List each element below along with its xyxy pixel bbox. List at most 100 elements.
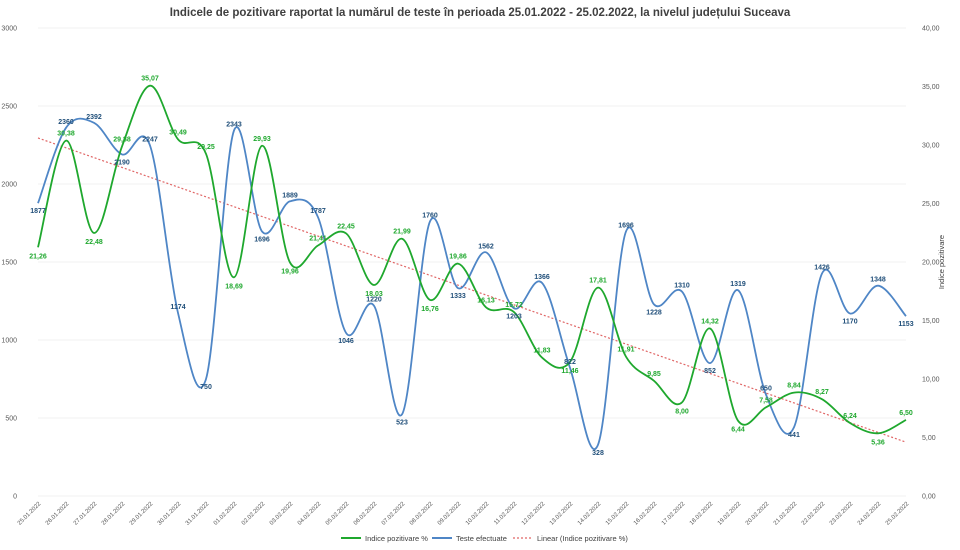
tests-line [37, 117, 907, 450]
positivity-data-label: 21,99 [393, 229, 411, 236]
positivity-data-label: 18,69 [225, 283, 243, 290]
tests-data-label: 1696 [618, 222, 634, 229]
right-tick-label: 20,00 [922, 260, 940, 267]
positivity-data-label: 15,72 [505, 302, 523, 309]
positivity-data-label: 18,03 [365, 291, 383, 298]
tests-data-label: 441 [788, 432, 800, 439]
positivity-data-label: 11,46 [561, 368, 578, 375]
positivity-data-labels: 21,26 30,38 22,48 29,88 35,07 30,49 29,25 18,69… [29, 76, 913, 447]
x-axis-ticks: 25.01.2022 26.01.2022 27.01.2022 28.01.2022… [17, 501, 911, 527]
tests-data-label: 1426 [814, 265, 830, 272]
x-tick-label: 08.02.2022 [409, 501, 435, 527]
positivity-data-label: 7,58 [759, 397, 773, 404]
x-tick-label: 26.01.2022 [45, 501, 71, 527]
right-tick-label: 25,00 [922, 201, 940, 208]
x-tick-label: 06.02.2022 [353, 501, 379, 527]
tests-data-label: 1228 [646, 309, 662, 316]
x-tick-label: 20.02.2022 [745, 501, 771, 527]
tests-data-label: 1310 [674, 283, 690, 290]
tests-data-label: 1153 [898, 321, 913, 328]
positivity-data-label: 8,00 [675, 408, 689, 415]
x-tick-label: 17.02.2022 [661, 501, 687, 527]
grid [38, 27, 906, 497]
x-tick-label: 22.02.2022 [801, 501, 827, 527]
tests-data-label: 1787 [310, 208, 326, 215]
legend: Indice pozitivare % Teste efectuate Line… [341, 534, 628, 543]
x-tick-label: 25.01.2022 [17, 501, 43, 527]
positivity-data-label: 29,88 [113, 136, 131, 143]
right-tick-label: 30,00 [922, 143, 940, 150]
x-tick-label: 30.01.2022 [157, 501, 183, 527]
chart-title: Indicele de pozitivare raportat la număr… [170, 7, 791, 19]
positivity-data-label: 21,41 [309, 236, 327, 243]
tests-data-label: 650 [760, 386, 772, 393]
left-axis-ticks: 0 500 1000 1500 2000 2500 3000 [1, 26, 17, 501]
positivity-data-label: 35,07 [141, 76, 159, 83]
x-tick-label: 19.02.2022 [717, 501, 743, 527]
x-tick-label: 13.02.2022 [549, 501, 575, 527]
tests-data-label: 1889 [282, 192, 298, 199]
tests-data-label: 2247 [142, 136, 158, 143]
tests-data-label: 822 [564, 359, 576, 366]
positivity-data-label: 22,45 [337, 223, 355, 230]
tests-data-label: 852 [704, 368, 716, 375]
right-axis-title: Indice pozitivare [937, 235, 946, 289]
tests-data-label: 1174 [170, 304, 185, 311]
tests-data-label: 1348 [870, 277, 886, 284]
tests-data-label: 2343 [226, 121, 242, 128]
right-tick-label: 40,00 [922, 26, 940, 33]
tests-data-label: 2392 [86, 114, 102, 121]
tests-data-label: 750 [200, 384, 212, 391]
x-tick-label: 25.02.2022 [885, 501, 911, 527]
tests-data-label: 328 [592, 450, 604, 457]
x-tick-label: 31.01.2022 [185, 501, 211, 527]
positivity-data-label: 8,84 [787, 383, 801, 390]
positivity-data-label: 6,44 [731, 427, 745, 434]
legend-tests-label: Teste efectuate [456, 534, 507, 543]
left-tick-label: 2500 [1, 104, 17, 111]
x-tick-label: 09.02.2022 [437, 501, 463, 527]
right-tick-label: 10,00 [922, 377, 940, 384]
x-tick-label: 27.01.2022 [73, 501, 99, 527]
x-tick-label: 14.02.2022 [577, 501, 603, 527]
positivity-data-label: 9,85 [647, 371, 661, 378]
tests-data-label: 1333 [450, 293, 466, 300]
positivity-data-label: 16,76 [421, 306, 439, 313]
x-tick-label: 23.02.2022 [829, 501, 855, 527]
tests-data-label: 1220 [366, 297, 382, 304]
tests-data-label: 1696 [254, 236, 270, 243]
x-tick-label: 03.02.2022 [269, 501, 295, 527]
tests-data-labels: 1877 2360 2392 2190 2247 1174 750 2343 1696 1889 1… [30, 114, 913, 457]
x-tick-label: 12.02.2022 [521, 501, 547, 527]
tests-data-label: 2190 [114, 159, 130, 166]
left-tick-label: 3000 [1, 26, 17, 33]
right-tick-label: 0,00 [922, 494, 936, 501]
positivity-data-label: 17,81 [589, 278, 607, 285]
left-tick-label: 0 [13, 494, 17, 501]
positivity-data-label: 19,96 [281, 268, 299, 275]
tests-data-label: 1760 [422, 212, 438, 219]
x-tick-label: 05.02.2022 [325, 501, 351, 527]
positivity-data-label: 29,25 [197, 144, 215, 151]
x-tick-label: 16.02.2022 [633, 501, 659, 527]
legend-positivity-label: Indice pozitivare % [365, 534, 428, 543]
positivity-data-label: 22,48 [85, 239, 103, 246]
tests-data-label: 1046 [338, 338, 354, 345]
positivity-data-label: 29,93 [253, 136, 271, 143]
tests-data-label: 1203 [506, 313, 522, 320]
tests-data-label: 1877 [30, 208, 46, 215]
x-tick-label: 10.02.2022 [465, 501, 491, 527]
right-tick-label: 35,00 [922, 84, 940, 91]
x-tick-label: 15.02.2022 [605, 501, 631, 527]
right-tick-label: 5,00 [922, 435, 936, 442]
positivity-data-label: 6,24 [843, 413, 857, 420]
tests-data-label: 1562 [478, 243, 494, 250]
positivity-data-label: 5,36 [871, 439, 885, 446]
left-tick-label: 1500 [1, 260, 17, 267]
x-tick-label: 24.02.2022 [857, 501, 883, 527]
x-tick-label: 02.02.2022 [241, 501, 267, 527]
left-tick-label: 2000 [1, 182, 17, 189]
x-tick-label: 28.01.2022 [101, 501, 127, 527]
x-tick-label: 01.02.2022 [213, 501, 239, 527]
